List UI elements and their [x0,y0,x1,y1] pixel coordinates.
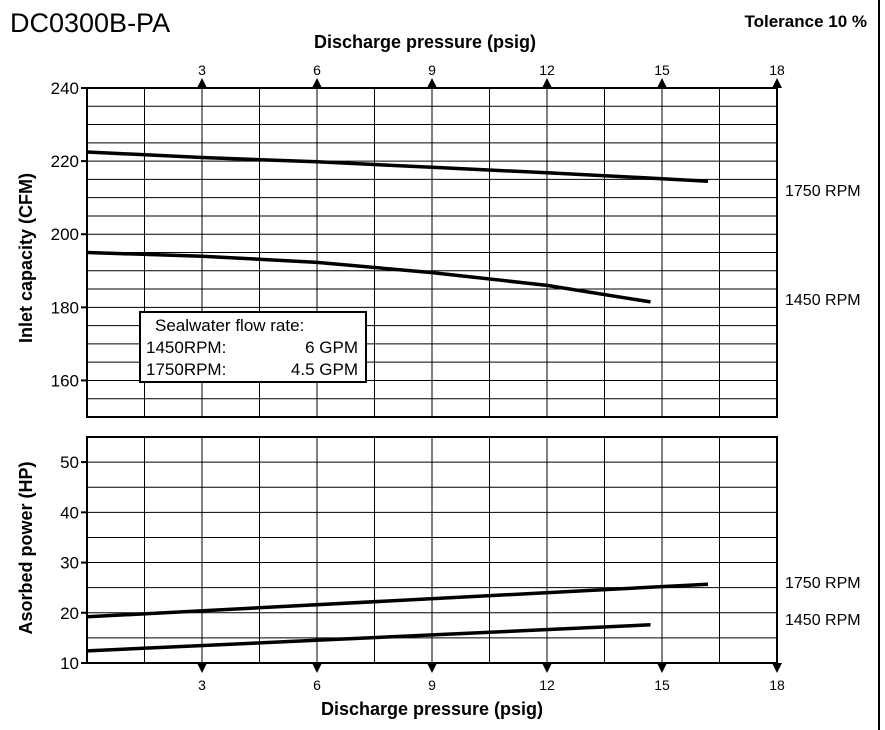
power-label-1750-rpm: 1750 RPM [785,575,861,592]
top-x-tick-label: 9 [428,62,436,78]
capacity-series-1450-rpm [86,250,651,304]
top-x-tick-label: 12 [539,62,555,78]
bottom-x-tick-marker [772,663,782,673]
capacity-label-1750-rpm: 1750 RPM [785,183,861,200]
capacity-y-tick-label: 220 [51,152,79,171]
top-x-tick-marker [312,78,322,88]
top-x-tick-marker [657,78,667,88]
sealwater-note-1450-label: 1450RPM: [146,338,226,357]
top-x-tick-marker [772,78,782,88]
capacity-y-tick-label: 180 [51,298,79,317]
tolerance-label: Tolerance 10 % [744,12,867,31]
bottom-x-tick-marker [197,663,207,673]
top-x-tick-marker [542,78,552,88]
top-x-tick-marker [197,78,207,88]
bottom-x-tick-label: 12 [539,677,555,693]
right-border [878,0,880,730]
power-y-tick-label: 10 [60,654,79,673]
top-x-tick-marker [427,78,437,88]
bottom-x-tick-label: 3 [198,677,206,693]
power-y-tick-label: 40 [60,503,79,522]
power-y-tick-label: 20 [60,604,79,623]
capacity-series-1750-rpm [86,150,709,183]
bottom-x-axis-title: Discharge pressure (psig) [321,699,543,719]
power-y-axis-title: Asorbed power (HP) [16,461,36,634]
bottom-x-tick-marker [542,663,552,673]
capacity-label-1450-rpm: 1450 RPM [785,292,861,309]
top-x-tick-label: 18 [769,62,785,78]
model-title: DC0300B-PA [10,8,171,38]
bottom-x-tick-marker [427,663,437,673]
sealwater-note: Sealwater flow rate: 1450RPM: 6 GPM 1750… [139,311,367,383]
power-plot-grid [86,436,778,664]
power-y-tick-label: 30 [60,554,79,573]
capacity-y-tick-label: 240 [51,79,79,98]
top-x-axis-title: Discharge pressure (psig) [314,32,536,52]
top-x-tick-label: 3 [198,62,206,78]
sealwater-note-title: Sealwater flow rate: [155,316,304,335]
bottom-x-tick-marker [312,663,322,673]
power-y-tick-label: 50 [60,453,79,472]
sealwater-note-1450-value: 6 GPM [305,338,358,357]
top-x-tick-label: 6 [313,62,321,78]
capacity-y-tick-label: 200 [51,225,79,244]
sealwater-note-1750-value: 4.5 GPM [291,360,358,379]
power-series-1750-rpm [86,582,709,619]
bottom-x-tick-label: 15 [654,677,670,693]
bottom-x-tick-label: 6 [313,677,321,693]
power-series-1450-rpm [86,623,651,653]
bottom-x-tick-label: 9 [428,677,436,693]
capacity-y-axis-title: Inlet capacity (CFM) [16,173,36,343]
capacity-y-tick-label: 160 [51,371,79,390]
power-label-1450-rpm: 1450 RPM [785,612,861,629]
bottom-x-tick-label: 18 [769,677,785,693]
top-x-tick-label: 15 [654,62,670,78]
sealwater-note-1750-label: 1750RPM: [146,360,226,379]
bottom-x-tick-marker [657,663,667,673]
sealwater-note-box [139,311,367,383]
